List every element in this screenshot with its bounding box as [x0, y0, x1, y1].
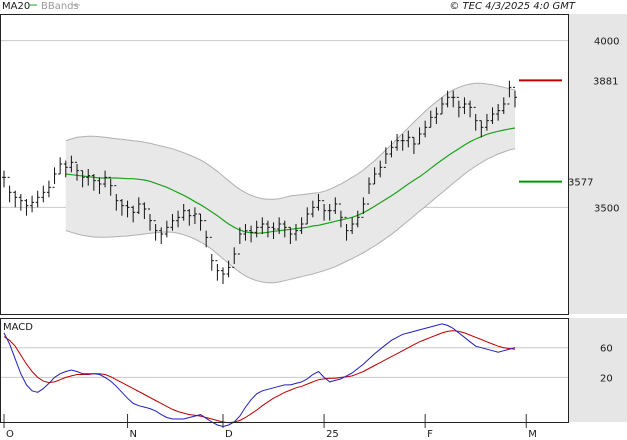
- price-axis: 3500 4000: [594, 37, 619, 215]
- macd-lines: [3, 323, 516, 428]
- x-tick-label: N: [130, 429, 137, 440]
- copyright-text: © TEC 4/3/2025 4:0 GMT: [449, 1, 576, 12]
- macd-tick-label: 60: [600, 344, 613, 355]
- macd-grid: [1, 347, 568, 378]
- price-bars: [2, 80, 517, 284]
- x-axis: O N D 25 F M: [3, 414, 537, 440]
- x-axis-background: [0, 422, 569, 440]
- price-tick-label: 4000: [594, 37, 619, 48]
- macd-panel-label: MACD: [3, 322, 33, 333]
- bbands-legend-label: BBands: [41, 1, 79, 12]
- ma20-legend-label: MA20: [2, 1, 30, 12]
- price-levels: 3881 3577: [519, 76, 618, 189]
- price-panel-frame: [0, 14, 569, 315]
- x-tick-label: F: [427, 429, 433, 440]
- x-tick-label: 25: [326, 429, 339, 440]
- support-label: 3577: [568, 178, 593, 189]
- bollinger-lower-band: [65, 148, 516, 284]
- x-tick-label: M: [528, 429, 537, 440]
- macd-signal-line: [3, 330, 516, 424]
- macd-axis-background: [569, 318, 627, 422]
- price-axis-background: [569, 14, 627, 314]
- macd-panel-frame: [0, 318, 569, 423]
- x-tick-label: O: [6, 429, 14, 440]
- bollinger-bands: [65, 82, 516, 284]
- macd-main-line: [3, 323, 516, 428]
- x-tick-label: D: [225, 429, 233, 440]
- resistance-label: 3881: [593, 76, 618, 87]
- price-tick-label: 3500: [594, 203, 619, 214]
- bollinger-upper-band: [65, 82, 516, 200]
- macd-tick-label: 20: [600, 373, 613, 384]
- bollinger-band-area: [65, 83, 516, 283]
